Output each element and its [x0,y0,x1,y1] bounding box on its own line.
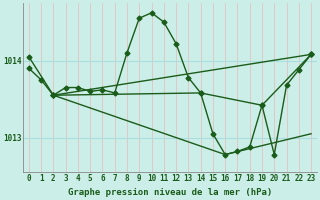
X-axis label: Graphe pression niveau de la mer (hPa): Graphe pression niveau de la mer (hPa) [68,188,272,197]
